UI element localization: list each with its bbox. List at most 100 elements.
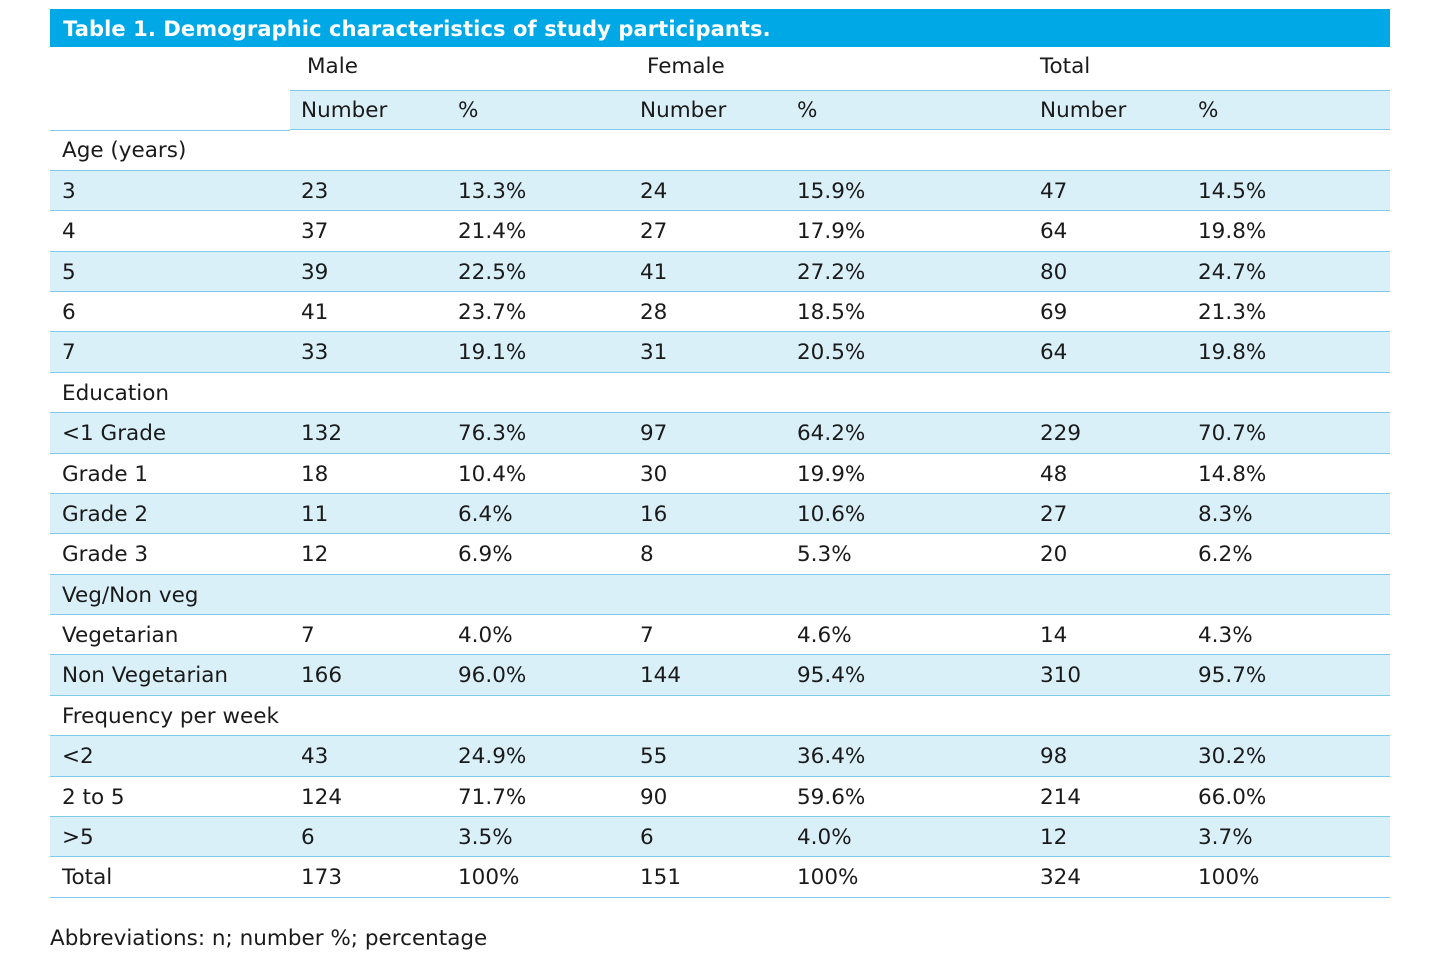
cell-female-percent: 18.5% — [797, 299, 866, 325]
table-row: 3 23 13.3% 24 15.9% 47 14.5% — [50, 170, 1390, 212]
header-total: Total — [1040, 54, 1091, 79]
cell-total-percent: 100% — [1198, 865, 1260, 891]
row-label: Grade 2 — [62, 501, 149, 527]
cell-female-number: 27 — [640, 219, 668, 245]
cell-male-percent: 13.3% — [458, 178, 527, 204]
row-label: Vegetarian — [62, 623, 179, 649]
row-label: 4 — [62, 219, 76, 245]
cell-female-number: 8 — [640, 542, 654, 568]
cell-total-number: 310 — [1040, 663, 1082, 689]
cell-female-percent: 17.9% — [797, 219, 866, 245]
cell-female-number: 24 — [640, 178, 668, 204]
cell-total-percent: 66.0% — [1198, 784, 1267, 810]
cell-female-percent: 10.6% — [797, 501, 866, 527]
cell-male-percent: 6.9% — [458, 542, 513, 568]
header-male: Male — [307, 54, 358, 79]
cell-female-number: 7 — [640, 623, 654, 649]
table-row: 2 to 5 124 71.7% 90 59.6% 214 66.0% — [50, 777, 1390, 818]
table-row: Total 173 100% 151 100% 324 100% — [50, 857, 1390, 898]
cell-male-number: 132 — [301, 421, 343, 447]
cell-total-percent: 14.8% — [1198, 461, 1267, 487]
subheader-total-percent: % — [1198, 98, 1219, 123]
row-label: 6 — [62, 299, 76, 325]
table-row: <1 Grade 132 76.3% 97 64.2% 229 70.7% — [50, 413, 1390, 454]
cell-total-percent: 30.2% — [1198, 744, 1267, 770]
cell-total-percent: 8.3% — [1198, 501, 1253, 527]
cell-total-percent: 24.7% — [1198, 259, 1267, 285]
cell-male-number: 11 — [301, 501, 329, 527]
table-row: <2 43 24.9% 55 36.4% 98 30.2% — [50, 736, 1390, 777]
cell-male-number: 7 — [301, 623, 315, 649]
cell-total-number: 229 — [1040, 421, 1082, 447]
cell-total-number: 48 — [1040, 461, 1068, 487]
table-row: 5 39 22.5% 41 27.2% 80 24.7% — [50, 251, 1390, 292]
sub-header-row: Number % Number % Number % — [50, 90, 1390, 132]
table-row: 4 37 21.4% 27 17.9% 64 19.8% — [50, 211, 1390, 252]
section-row: Veg/Non veg — [50, 574, 1390, 616]
table-row: Grade 3 12 6.9% 8 5.3% 20 6.2% — [50, 534, 1390, 575]
cell-male-percent: 24.9% — [458, 744, 527, 770]
cell-female-number: 30 — [640, 461, 668, 487]
cell-female-percent: 19.9% — [797, 461, 866, 487]
cell-total-number: 80 — [1040, 259, 1068, 285]
subheader-male-percent: % — [458, 98, 479, 123]
cell-total-percent: 6.2% — [1198, 542, 1253, 568]
cell-total-number: 12 — [1040, 825, 1068, 851]
subheader-female-number: Number — [640, 98, 727, 123]
cell-male-percent: 76.3% — [458, 421, 527, 447]
cell-female-number: 55 — [640, 744, 668, 770]
section-label: Age (years) — [62, 138, 187, 164]
cell-male-number: 12 — [301, 542, 329, 568]
table-row: Non Vegetarian 166 96.0% 144 95.4% 310 95.7% — [50, 655, 1390, 696]
group-header-row: Male Female Total — [50, 47, 1390, 90]
cell-male-number: 166 — [301, 663, 343, 689]
cell-total-number: 69 — [1040, 299, 1068, 325]
table-body: Age (years) 3 23 13.3% 24 15.9% 47 14.5% 4 37 21.4… — [50, 130, 1390, 898]
table-row: Vegetarian 7 4.0% 7 4.6% 14 4.3% — [50, 615, 1390, 656]
table-footnote: Abbreviations: n; number %; percentage — [50, 926, 488, 951]
cell-total-percent: 19.8% — [1198, 219, 1267, 245]
cell-total-percent: 19.8% — [1198, 340, 1267, 366]
cell-female-number: 90 — [640, 784, 668, 810]
cell-total-percent: 4.3% — [1198, 623, 1253, 649]
row-label: Total — [62, 865, 113, 891]
cell-female-percent: 15.9% — [797, 178, 866, 204]
section-row: Frequency per week — [50, 696, 1390, 737]
cell-female-number: 16 — [640, 501, 668, 527]
cell-male-number: 37 — [301, 219, 329, 245]
cell-female-number: 28 — [640, 299, 668, 325]
cell-female-percent: 4.0% — [797, 825, 852, 851]
cell-male-percent: 4.0% — [458, 623, 513, 649]
cell-male-percent: 19.1% — [458, 340, 527, 366]
cell-total-number: 14 — [1040, 623, 1068, 649]
row-label: 2 to 5 — [62, 784, 125, 810]
section-row: Age (years) — [50, 130, 1390, 171]
cell-total-number: 214 — [1040, 784, 1082, 810]
cell-female-percent: 20.5% — [797, 340, 866, 366]
cell-total-number: 47 — [1040, 178, 1068, 204]
section-label: Frequency per week — [62, 703, 279, 729]
cell-female-number: 31 — [640, 340, 668, 366]
row-label: <1 Grade — [62, 421, 167, 447]
header-female: Female — [647, 54, 725, 79]
row-label: <2 — [62, 744, 94, 770]
cell-total-number: 64 — [1040, 219, 1068, 245]
cell-male-number: 124 — [301, 784, 343, 810]
cell-total-percent: 3.7% — [1198, 825, 1253, 851]
cell-male-percent: 100% — [458, 865, 520, 891]
cell-female-number: 41 — [640, 259, 668, 285]
cell-male-number: 173 — [301, 865, 343, 891]
subheader-total-number: Number — [1040, 98, 1127, 123]
table-row: 6 41 23.7% 28 18.5% 69 21.3% — [50, 292, 1390, 333]
cell-female-percent: 64.2% — [797, 421, 866, 447]
cell-total-number: 20 — [1040, 542, 1068, 568]
cell-male-number: 43 — [301, 744, 329, 770]
cell-total-percent: 14.5% — [1198, 178, 1267, 204]
cell-male-number: 39 — [301, 259, 329, 285]
cell-male-percent: 21.4% — [458, 219, 527, 245]
subheader-male-number: Number — [301, 98, 388, 123]
cell-female-percent: 95.4% — [797, 663, 866, 689]
cell-total-percent: 70.7% — [1198, 421, 1267, 447]
section-label: Veg/Non veg — [62, 582, 199, 608]
demographics-table: Table 1. Demographic characteristics of … — [50, 9, 1390, 898]
